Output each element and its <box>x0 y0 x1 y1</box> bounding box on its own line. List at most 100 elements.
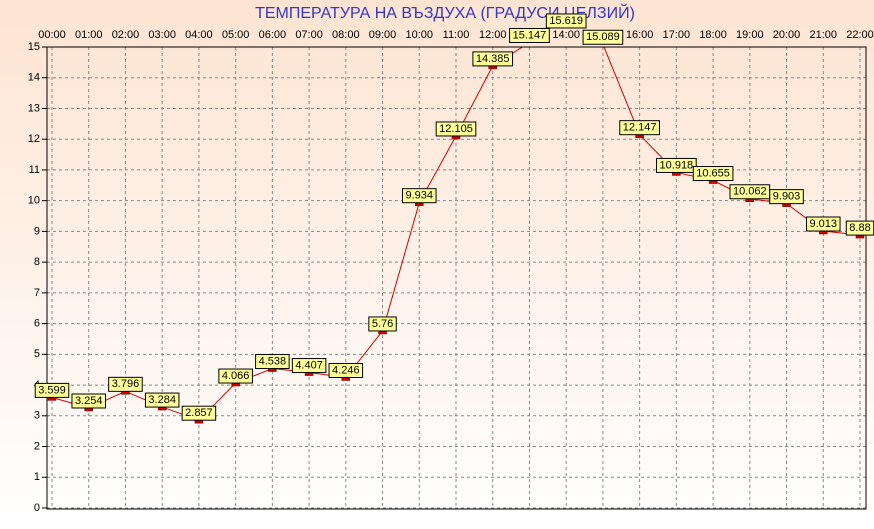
data-label: 10.655 <box>692 166 734 182</box>
data-label-text: 9.934 <box>406 190 434 202</box>
data-label-box <box>108 376 143 392</box>
y-tick-label: 15 <box>28 41 40 53</box>
y-tick-label: 11 <box>29 164 40 176</box>
data-label-box <box>619 120 660 136</box>
data-label-text: 14.385 <box>476 53 510 65</box>
data-label-box <box>769 189 804 205</box>
chart-title: ТЕМПЕРАТУРА НА ВЪЗДУХА (ГРАДУСИ ЦЕЛЗИЙ) <box>255 3 635 22</box>
data-label: 12.105 <box>435 121 477 137</box>
data-label-box <box>435 121 477 137</box>
data-label-text: 3.254 <box>75 395 103 407</box>
x-tick-label: 18:00 <box>699 29 727 41</box>
x-tick-label: 00:00 <box>38 29 66 41</box>
x-tick-label: 06:00 <box>259 29 287 41</box>
x-tick-label: 03:00 <box>148 29 176 41</box>
x-tick-label: 09:00 <box>369 29 397 41</box>
data-label-box <box>656 157 697 173</box>
x-tick-label: 16:00 <box>626 29 654 41</box>
data-label: 15.089 <box>582 29 624 45</box>
data-label: 4.066 <box>218 368 253 384</box>
data-label-box <box>144 392 180 408</box>
y-tick-label: 0 <box>34 502 40 514</box>
x-tick-label: 22:00 <box>846 29 874 41</box>
data-label-text: 3.284 <box>148 394 176 406</box>
data-label-text: 5.76 <box>372 318 393 330</box>
data-label: 2.857 <box>181 405 217 421</box>
data-label: 10.062 <box>729 184 771 200</box>
y-tick-label: 7 <box>34 287 40 299</box>
data-label-text: 9.903 <box>773 191 801 203</box>
y-tick-label: 12 <box>28 133 40 145</box>
data-label: 3.284 <box>144 392 180 408</box>
data-label-text: 10.062 <box>733 186 767 198</box>
data-label-box <box>402 188 437 204</box>
y-tick-label: 10 <box>28 195 40 207</box>
x-tick-label: 02:00 <box>112 29 140 41</box>
data-label-text: 8.88 <box>849 222 870 234</box>
data-label: 3.796 <box>108 376 143 392</box>
data-label-box <box>806 216 841 232</box>
x-tick-label: 20:00 <box>773 29 801 41</box>
data-label-text: 4.407 <box>295 359 323 371</box>
data-label: 15.619 <box>545 13 587 29</box>
x-tick-label: 08:00 <box>332 29 360 41</box>
data-label: 3.599 <box>34 382 70 398</box>
data-label-box <box>328 363 364 379</box>
data-label: 4.407 <box>291 358 327 374</box>
data-label: 12.147 <box>619 120 660 136</box>
data-label-text: 10.655 <box>696 167 730 179</box>
plot-frame <box>46 46 867 510</box>
x-tick-label: 10:00 <box>406 29 434 41</box>
y-tick-label: 14 <box>28 72 40 84</box>
y-tick-label: 3 <box>34 410 40 422</box>
y-tick-label: 13 <box>28 102 40 114</box>
data-label: 9.013 <box>806 216 841 232</box>
data-label-box <box>692 166 734 182</box>
x-tick-label: 14:00 <box>552 29 580 41</box>
data-label-box <box>509 27 550 43</box>
data-label-text: 12.105 <box>439 123 473 135</box>
x-tick-label: 07:00 <box>295 29 323 41</box>
x-tick-label: 17:00 <box>663 29 691 41</box>
data-label-text: 4.246 <box>332 364 360 376</box>
x-tick-label: 05:00 <box>222 29 250 41</box>
x-tick-label: 11:00 <box>443 29 470 41</box>
y-tick-label: 1 <box>34 471 40 483</box>
data-label-box <box>582 29 624 45</box>
y-tick-label: 2 <box>34 440 40 452</box>
data-label-text: 3.796 <box>112 378 140 390</box>
data-label: 4.246 <box>328 363 364 379</box>
x-tick-label: 12:00 <box>479 29 507 41</box>
data-label-box <box>291 358 327 374</box>
data-label-box <box>368 316 397 332</box>
data-label-box <box>71 393 106 409</box>
data-label-text: 15.147 <box>513 29 547 41</box>
labels: 012345678910111213141500:0001:0002:0003:… <box>28 13 874 514</box>
x-tick-label: 01:00 <box>75 29 103 41</box>
data-label: 8.88 <box>845 220 874 236</box>
y-tick-label: 6 <box>34 318 40 330</box>
data-label-box <box>545 13 587 29</box>
data-label-box <box>472 51 514 67</box>
y-tick-label: 9 <box>34 225 40 237</box>
data-label: 3.254 <box>71 393 106 409</box>
y-tick-label: 5 <box>34 348 40 360</box>
data-label-text: 4.066 <box>222 370 250 382</box>
data-label: 15.147 <box>509 27 550 43</box>
data-label-text: 12.147 <box>623 122 657 134</box>
data-label-box <box>181 405 217 421</box>
data-label-text: 3.599 <box>38 384 66 396</box>
data-label: 14.385 <box>472 51 514 67</box>
data-label-text: 2.857 <box>185 407 213 419</box>
data-label-box <box>34 382 70 398</box>
data-label-text: 9.013 <box>810 218 838 230</box>
data-label-box <box>218 368 253 384</box>
data-label-text: 15.619 <box>549 15 583 27</box>
x-tick-label: 04:00 <box>185 29 213 41</box>
data-label-box <box>255 354 290 370</box>
x-tick-label: 19:00 <box>736 29 764 41</box>
data-label: 10.918 <box>656 157 697 173</box>
data-label: 9.934 <box>402 188 437 204</box>
